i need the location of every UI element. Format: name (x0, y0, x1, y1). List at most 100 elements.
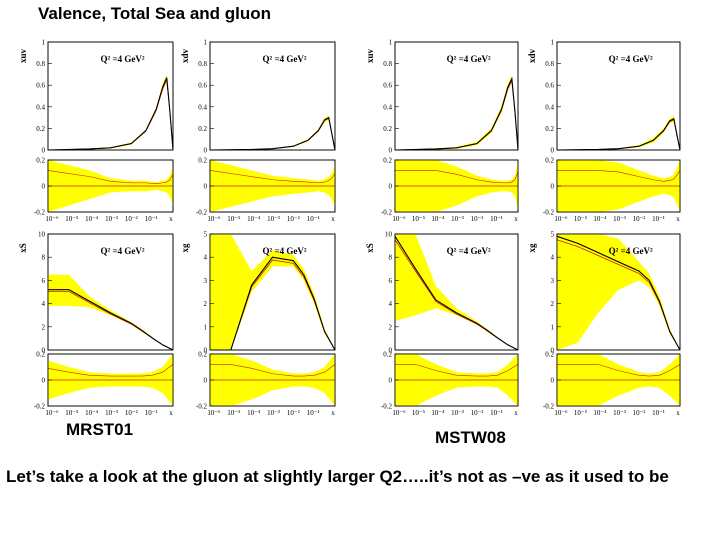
y-tick-label: 0.6 (36, 82, 45, 90)
ratio-y-tick-label: 0.2 (545, 157, 554, 165)
ratio-y-tick-label: 0 (389, 377, 393, 385)
x-tick-label: 10⁻⁵ (574, 409, 588, 417)
x-tick-label: 10⁻¹ (145, 409, 158, 417)
main-border (394, 233, 519, 351)
x-tick-label: 10⁻⁴ (593, 409, 607, 417)
main-border (556, 233, 681, 351)
uncertainty-band (210, 234, 335, 350)
y-tick-label: 0.8 (36, 60, 45, 68)
x-tick-label: 10⁻⁵ (574, 215, 588, 223)
y-tick-label: 0.4 (383, 103, 392, 111)
x-tick-label: 10⁻⁴ (85, 409, 99, 417)
y-tick-label: 0.2 (383, 125, 392, 133)
y-tick-label: 2 (551, 300, 555, 308)
y-tick-label: 1 (389, 39, 393, 47)
x-tick-label: 10⁻³ (451, 215, 464, 223)
y-tick-label: 1 (551, 39, 555, 47)
x-tick-label: x (331, 409, 335, 417)
ratio-y-tick-label: 0.2 (36, 351, 45, 359)
y-tick-label: 4 (551, 254, 555, 262)
x-tick-label: 10⁻² (125, 409, 138, 417)
panel-mrst-xdv: 0.2 0.4 0.6 0.8 1 0 xdv Q² =4 GeV² 0.2 0 -0.210⁻⁶ 1… (180, 39, 336, 223)
x-tick-label: 10⁻³ (613, 215, 626, 223)
central-curve (394, 76, 519, 151)
y-tick-label: 6 (42, 277, 46, 285)
y-axis-label: xS (365, 243, 375, 253)
x-tick-label: 10⁻¹ (145, 215, 158, 223)
x-tick-label: 10⁻³ (267, 215, 280, 223)
x-tick-label: 10⁻¹ (307, 215, 320, 223)
ratio-y-tick-label: 0.2 (383, 351, 392, 359)
y-axis-label: xg (180, 243, 190, 253)
y-tick-label: 4 (42, 300, 46, 308)
x-tick-label: x (331, 215, 335, 223)
mstw08-label: MSTW08 (435, 428, 506, 447)
y-tick-label: 0 (389, 147, 393, 155)
ratio-y-tick-label: 0 (204, 183, 208, 191)
x-tick-label: 10⁻³ (105, 215, 118, 223)
uncertainty-band (210, 115, 335, 150)
y-tick-label: 0 (204, 347, 208, 355)
slide-title: Valence, Total Sea and gluon (38, 4, 272, 23)
y-tick-label: 0.8 (383, 60, 392, 68)
ratio-alt-curve (557, 170, 681, 182)
x-tick-label: x (676, 215, 680, 223)
main-border (209, 41, 336, 151)
panel-mrst-xuv: 0.2 0.4 0.6 0.8 1 0 xuv Q² =4 GeV² 0.2 0 -0.210⁻⁶ 1… (18, 39, 174, 223)
y-tick-label: 2 (42, 323, 46, 331)
y-tick-label: 0.2 (545, 125, 554, 133)
x-tick-label: 10⁻² (633, 409, 646, 417)
y-tick-label: 0.6 (198, 82, 207, 90)
y-tick-label: 4 (204, 254, 208, 262)
y-axis-label: xg (527, 243, 537, 253)
x-tick-label: 10⁻⁵ (227, 215, 241, 223)
y-tick-label: 0.4 (545, 103, 554, 111)
x-tick-label: 10⁻² (287, 215, 300, 223)
x-tick-label: 10⁻⁵ (65, 409, 79, 417)
ratio-alt-curve (210, 364, 336, 377)
x-tick-label: 10⁻² (471, 215, 484, 223)
x-tick-label: 10⁻² (633, 215, 646, 223)
main-border (394, 41, 519, 151)
x-tick-label: 10⁻³ (451, 409, 464, 417)
q2-label: Q² =4 GeV² (447, 54, 491, 64)
y-tick-label: 1 (551, 323, 555, 331)
ratio-y-tick-label: -0.2 (196, 209, 208, 217)
ratio-alt-curve (47, 364, 174, 377)
central-curve (556, 235, 681, 351)
q2-label: Q² =4 GeV² (101, 246, 145, 256)
y-tick-label: 0 (551, 147, 555, 155)
main-border (47, 41, 174, 151)
y-tick-label: 5 (204, 231, 208, 239)
x-tick-label: 10⁻⁴ (593, 215, 607, 223)
q2-label: Q² =4 GeV² (609, 246, 653, 256)
y-tick-label: 0.8 (545, 60, 554, 68)
y-axis-label: xS (18, 243, 28, 253)
ratio-y-tick-label: 0 (204, 377, 208, 385)
y-tick-label: 4 (389, 300, 393, 308)
y-tick-label: 0 (204, 147, 208, 155)
central-curve (394, 236, 519, 351)
ratio-y-tick-label: 0 (551, 377, 555, 385)
mrst01-label: MRST01 (66, 420, 134, 439)
y-axis-label: xuv (18, 49, 28, 64)
x-tick-label: x (514, 409, 518, 417)
ratio-y-tick-label: 0 (42, 377, 46, 385)
panel-mstw-xdv: 0.2 0.4 0.6 0.8 1 0 xdv Q² =4 GeV² 0.2 0 -0.210⁻⁶ 1… (527, 39, 681, 223)
y-axis-label: xdv (527, 49, 537, 64)
x-tick-label: 10⁻⁶ (554, 409, 568, 417)
y-tick-label: 10 (385, 231, 393, 239)
x-tick-label: 10⁻⁴ (247, 215, 261, 223)
ratio-y-tick-label: 0.2 (383, 157, 392, 165)
x-tick-label: 10⁻¹ (490, 409, 503, 417)
central-curve (209, 116, 336, 151)
ratio-y-tick-label: -0.2 (381, 403, 393, 411)
y-tick-label: 0 (551, 347, 555, 355)
ratio-y-tick-label: -0.2 (381, 209, 393, 217)
ratio-alt-curve (47, 170, 174, 184)
y-tick-label: 6 (389, 277, 393, 285)
y-tick-label: 1 (204, 39, 208, 47)
ratio-alt-curve (209, 170, 336, 184)
y-tick-label: 0.2 (36, 125, 45, 133)
